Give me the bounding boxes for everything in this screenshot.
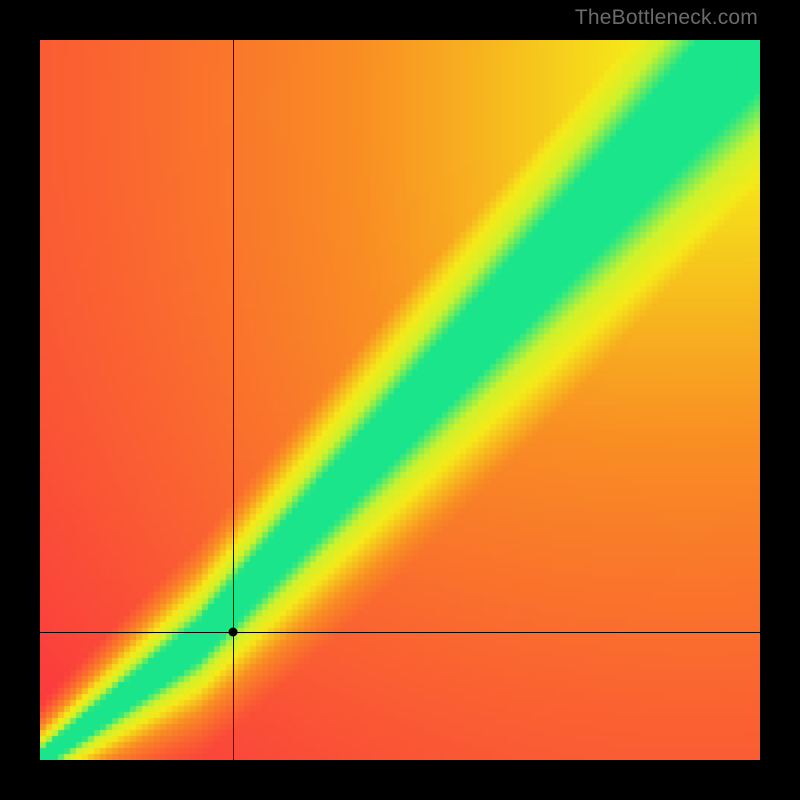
crosshair-vertical bbox=[233, 40, 234, 760]
crosshair-horizontal bbox=[40, 632, 760, 633]
crosshair-marker bbox=[228, 627, 237, 636]
chart-frame: TheBottleneck.com bbox=[0, 0, 800, 800]
watermark-text: TheBottleneck.com bbox=[575, 6, 758, 30]
heatmap-canvas bbox=[40, 40, 760, 760]
plot-area bbox=[40, 40, 760, 760]
